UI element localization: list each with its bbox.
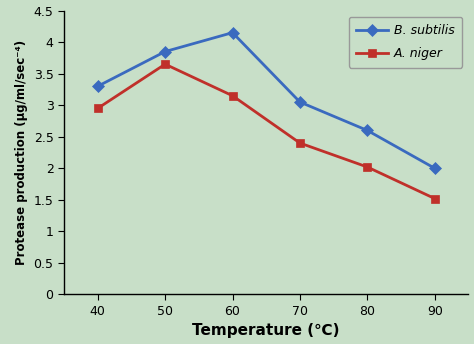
B. subtilis bbox=[162, 50, 168, 54]
B. subtilis bbox=[432, 166, 438, 170]
B. subtilis bbox=[230, 31, 236, 35]
Line: A. niger: A. niger bbox=[93, 60, 439, 203]
Line: B. subtilis: B. subtilis bbox=[93, 29, 439, 172]
B. subtilis bbox=[365, 128, 370, 132]
A. niger bbox=[297, 141, 303, 145]
B. subtilis bbox=[95, 84, 100, 88]
A. niger bbox=[230, 94, 236, 98]
B. subtilis bbox=[297, 100, 303, 104]
X-axis label: Temperature (℃): Temperature (℃) bbox=[192, 323, 340, 338]
Y-axis label: Protease production (μg/ml/sec⁻⁴): Protease production (μg/ml/sec⁻⁴) bbox=[15, 40, 28, 265]
A. niger bbox=[432, 196, 438, 201]
A. niger bbox=[365, 165, 370, 169]
A. niger bbox=[95, 106, 100, 110]
A. niger bbox=[162, 62, 168, 66]
Legend: B. subtilis, A. niger: B. subtilis, A. niger bbox=[349, 17, 462, 68]
